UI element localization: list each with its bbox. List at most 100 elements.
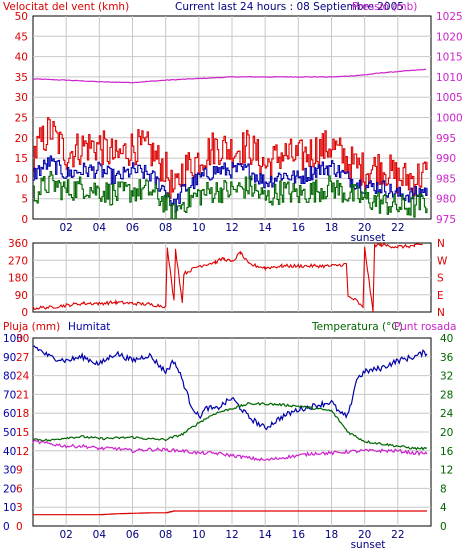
humidity-y-tick: 100 <box>3 333 23 345</box>
rain-x-tick: 18 <box>325 529 338 541</box>
wind-y-tick: 5 <box>21 194 28 206</box>
dew-line <box>32 439 428 462</box>
wind-y-tick: 30 <box>15 92 28 104</box>
direction-y-tick: 180 <box>8 273 28 285</box>
temp-y-tick: 32 <box>440 371 453 383</box>
pressure-y-tick: 990 <box>436 153 456 165</box>
sunset-label: sunset <box>351 539 386 551</box>
rain-y-tick: 30 <box>16 333 29 345</box>
compass-label: S <box>437 273 444 285</box>
temp-line <box>32 401 428 451</box>
temp-y-tick: 0 <box>440 521 447 533</box>
wind-y-tick: 40 <box>15 52 28 64</box>
wind-x-tick: 08 <box>159 222 172 234</box>
rain-x-tick: 14 <box>258 529 272 541</box>
temp-y-tick: 20 <box>440 427 453 439</box>
rain-x-tick: 04 <box>93 529 107 541</box>
pressure-y-tick: 975 <box>436 214 456 226</box>
wind-panel: 0510152025303540455097598098599099510001… <box>15 11 463 244</box>
rain-x-tick: 02 <box>59 529 72 541</box>
wind-min-line <box>33 171 428 220</box>
temp-y-tick: 16 <box>440 446 454 458</box>
temp-y-tick: 40 <box>440 333 453 345</box>
temp-y-tick: 8 <box>440 483 447 495</box>
sunset-label: sunset <box>351 232 386 244</box>
rain-x-tick: 10 <box>192 529 205 541</box>
rain-y-tick: 27 <box>16 352 29 364</box>
temp-y-tick: 28 <box>440 389 453 401</box>
wind-title: Velocitat del vent (kmh) <box>3 1 129 13</box>
rain-y-tick: 12 <box>16 446 29 458</box>
compass-label: W <box>437 255 448 267</box>
wind-y-tick: 15 <box>15 153 28 165</box>
direction-y-tick: 360 <box>8 238 28 250</box>
rain-y-tick: 6 <box>16 483 23 495</box>
pressure-line <box>32 68 427 84</box>
wind-axes: 0510152025303540455097598098599099510001… <box>15 11 463 244</box>
humidity-y-tick: 10 <box>3 502 16 514</box>
pressure-y-tick: 1025 <box>436 11 463 23</box>
wind-x-tick: 16 <box>292 222 306 234</box>
humidity-y-tick: 60 <box>3 408 16 420</box>
rain-y-tick: 0 <box>16 521 23 533</box>
temp-y-tick: 24 <box>440 408 454 420</box>
wind-x-tick: 12 <box>225 222 238 234</box>
wind-x-tick: 02 <box>59 222 72 234</box>
humidity-y-tick: 70 <box>3 389 16 401</box>
direction-y-tick: 0 <box>21 307 28 319</box>
rain-grid <box>33 338 431 526</box>
compass-label: N <box>437 307 445 319</box>
wind-y-tick: 35 <box>15 72 28 84</box>
pressure-y-tick: 1015 <box>436 52 463 64</box>
wind-x-tick: 06 <box>126 222 140 234</box>
pressure-y-tick: 1000 <box>436 113 463 125</box>
pressure-y-tick: 1010 <box>436 72 463 84</box>
compass-label: E <box>437 290 444 302</box>
temperature-title: Temperatura (°C) <box>311 321 403 333</box>
humidity-y-tick: 30 <box>3 465 16 477</box>
pressure-y-tick: 985 <box>436 173 456 185</box>
rain-y-tick: 3 <box>16 502 23 514</box>
wind-x-tick: 10 <box>192 222 205 234</box>
humidity-line <box>32 345 428 431</box>
direction-line <box>32 242 423 313</box>
humidity-y-tick: 20 <box>3 483 16 495</box>
wind-x-tick: 14 <box>258 222 272 234</box>
rain-x-tick: 12 <box>225 529 238 541</box>
wind-x-tick: 04 <box>93 222 107 234</box>
temp-y-tick: 4 <box>440 502 447 514</box>
wind-y-tick: 45 <box>15 31 28 43</box>
wind-x-tick: 22 <box>391 222 404 234</box>
humidity-y-tick: 50 <box>3 427 16 439</box>
pressure-y-tick: 1005 <box>436 92 463 104</box>
pressure-y-tick: 995 <box>436 133 456 145</box>
humidity-y-tick: 40 <box>3 446 16 458</box>
rain-y-tick: 18 <box>16 408 29 420</box>
wind-gust-line <box>33 117 428 199</box>
wind-y-tick: 20 <box>15 133 28 145</box>
direction-y-tick: 270 <box>8 255 28 267</box>
chart-date-title: Current last 24 hours : 08 Septiembre 20… <box>175 1 404 13</box>
pressure-y-tick: 980 <box>436 194 456 206</box>
rain-y-tick: 24 <box>16 371 30 383</box>
dew-title: Punt rosada <box>394 321 456 333</box>
wind-x-tick: 18 <box>325 222 338 234</box>
rain-series <box>32 345 428 516</box>
humidity-y-tick: 80 <box>3 371 16 383</box>
rain-x-tick: 16 <box>292 529 306 541</box>
rain-y-tick: 21 <box>16 389 29 401</box>
wind-y-tick: 0 <box>21 214 28 226</box>
compass-label: N <box>437 238 445 250</box>
humidity-title: Humitat <box>68 321 110 333</box>
rain-x-tick: 08 <box>159 529 172 541</box>
rain-title: Pluja (mm) <box>3 321 60 333</box>
direction-series <box>32 242 423 313</box>
rain-x-tick: 20 <box>358 529 371 541</box>
rain-y-tick: 15 <box>16 427 29 439</box>
pressure-title: Pressió (mb) <box>352 1 417 13</box>
direction-y-tick: 90 <box>15 290 28 302</box>
